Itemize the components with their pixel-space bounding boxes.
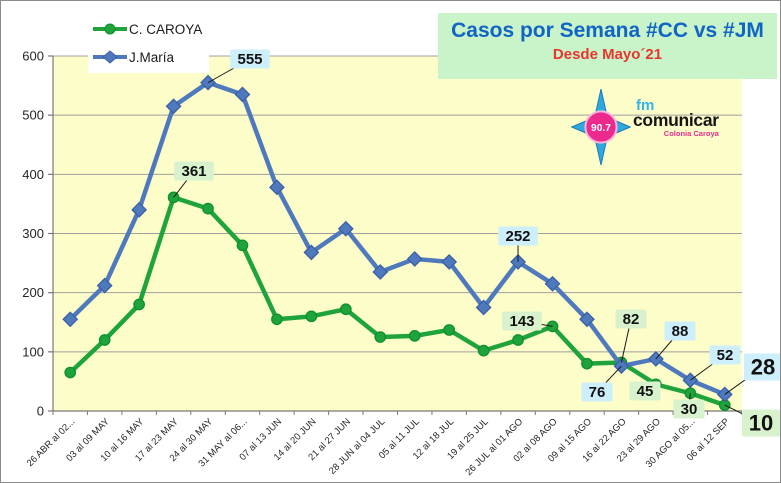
- data-label-jm: 88: [672, 323, 689, 340]
- data-point-jm: [131, 201, 148, 218]
- y-axis-label: 0: [37, 404, 44, 419]
- data-label-cc: 10: [749, 411, 773, 436]
- data-point-cc: [477, 344, 490, 357]
- data-label-cc: 361: [181, 163, 206, 180]
- legend: C. CAROYA J.María: [88, 11, 209, 73]
- y-axis-label: 200: [22, 285, 44, 300]
- logo-name: comunicar: [633, 110, 719, 130]
- logo-city: Colonia Caroya: [663, 129, 719, 138]
- data-point-jm: [579, 311, 595, 328]
- data-point-cc: [98, 334, 111, 346]
- compass-star-icon: 90.7: [571, 89, 631, 165]
- data-label-bg-cc: [174, 161, 214, 181]
- data-label-bg-jm: [498, 226, 538, 246]
- logo-fm: fm: [636, 97, 655, 114]
- data-label-bg-cc: [615, 309, 647, 329]
- jm-series-marker-icon: [93, 50, 127, 64]
- legend-label-cc: C. CAROYA: [129, 21, 203, 37]
- data-point-jm: [96, 277, 113, 294]
- data-point-cc: [305, 310, 318, 323]
- data-label-jm: 76: [589, 384, 606, 401]
- data-point-jm: [165, 98, 182, 115]
- data-point-jm: [269, 179, 285, 196]
- data-label-jm: 52: [717, 347, 734, 364]
- data-label-bg-jm: [664, 321, 696, 341]
- series-line-jm: [67, 80, 728, 397]
- data-label-bg-jm: [744, 353, 780, 381]
- data-label-cc: 143: [509, 313, 534, 330]
- data-label-jm: 28: [751, 355, 775, 380]
- legend-item-jm: J.María: [92, 50, 205, 65]
- data-label-bg-cc: [673, 399, 705, 419]
- data-label-bg-cc: [629, 381, 661, 401]
- data-point-cc: [374, 331, 387, 343]
- chart-title-box: Casos por Semana #CC vs #JM Desde Mayo´2…: [438, 13, 777, 79]
- data-point-jm: [62, 311, 79, 328]
- data-point-cc: [339, 303, 352, 316]
- y-axis-label: 500: [22, 108, 44, 123]
- data-point-cc: [236, 239, 249, 252]
- y-axis-label: 400: [22, 167, 44, 182]
- data-point-cc: [271, 313, 283, 326]
- data-point-cc: [443, 324, 456, 336]
- data-point-jm: [337, 220, 354, 237]
- data-label-jm: 252: [505, 228, 530, 245]
- data-point-cc: [512, 334, 524, 346]
- data-label-cc: 30: [681, 401, 698, 418]
- data-label-cc: 45: [637, 383, 654, 400]
- data-label-bg-jm: [230, 49, 270, 69]
- data-point-jm: [406, 251, 423, 267]
- data-point-cc: [581, 357, 593, 370]
- data-point-cc: [408, 330, 421, 342]
- data-point-jm: [372, 264, 389, 280]
- logo-text: fm comunicar Colonia Caroya: [633, 97, 719, 138]
- legend-label-jm: J.María: [129, 49, 175, 65]
- y-axis-label: 100: [22, 344, 44, 359]
- data-label-jm: 555: [237, 51, 262, 68]
- logo-frequency: 90.7: [591, 123, 611, 134]
- data-label-bg-cc: [742, 409, 780, 437]
- y-axis-label: 300: [22, 226, 44, 241]
- legend-item-cc: C. CAROYA: [92, 22, 205, 37]
- data-point-cc: [133, 298, 145, 311]
- data-point-cc: [202, 202, 214, 215]
- cc-series-marker-icon: [93, 23, 127, 35]
- data-point-jm: [234, 86, 251, 103]
- y-axis-label: 600: [22, 49, 44, 64]
- radio-logo: 90.7 fm comunicar Colonia Caroya: [571, 87, 741, 167]
- data-point-jm: [303, 244, 320, 261]
- data-label-bg-cc: [502, 311, 542, 331]
- chart-subtitle: Desde Mayo´21: [552, 46, 663, 63]
- data-point-jm: [441, 253, 458, 270]
- data-label-bg-jm: [581, 382, 613, 402]
- data-point-jm: [544, 275, 561, 292]
- data-label-bg-jm: [709, 345, 741, 365]
- data-point-cc: [64, 366, 77, 379]
- data-label-cc: 82: [623, 311, 640, 328]
- data-point-jm: [475, 299, 492, 316]
- chart-title: Casos por Semana #CC vs #JM: [451, 19, 764, 42]
